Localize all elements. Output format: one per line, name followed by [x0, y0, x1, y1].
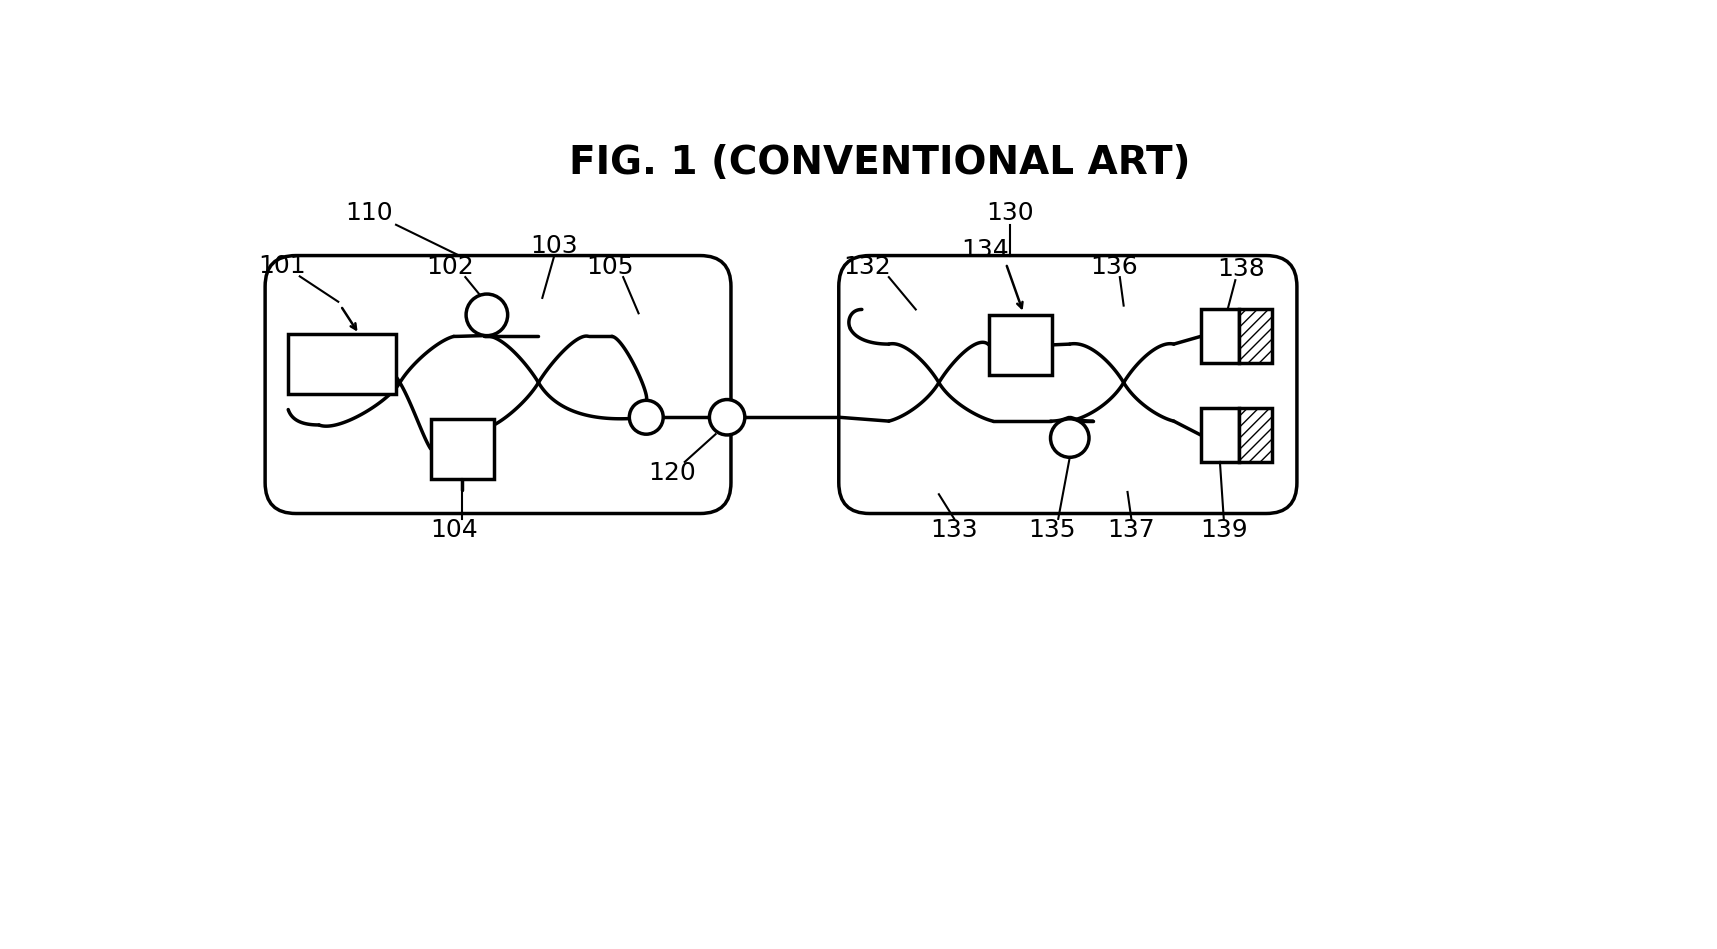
Text: 135: 135: [1028, 518, 1077, 543]
Bar: [1240, 309, 1272, 363]
Text: 104: 104: [429, 518, 477, 543]
Text: 102: 102: [426, 255, 474, 279]
Text: 138: 138: [1217, 256, 1265, 281]
Text: 139: 139: [1200, 518, 1248, 543]
Circle shape: [465, 294, 508, 336]
Text: 110: 110: [345, 201, 393, 225]
Circle shape: [630, 400, 663, 435]
Text: 105: 105: [585, 255, 634, 279]
Bar: [431, 419, 494, 479]
Text: 120: 120: [647, 461, 695, 486]
Text: 103: 103: [531, 233, 577, 257]
Bar: [1200, 408, 1240, 462]
Bar: [1200, 309, 1240, 363]
Circle shape: [1051, 419, 1089, 457]
FancyBboxPatch shape: [840, 255, 1296, 513]
Bar: [1240, 408, 1272, 462]
Text: 136: 136: [1090, 255, 1138, 279]
Text: 101: 101: [258, 253, 306, 277]
Bar: [989, 315, 1053, 375]
Text: 133: 133: [931, 518, 979, 543]
FancyBboxPatch shape: [264, 255, 731, 513]
Text: FIG. 1 (CONVENTIONAL ART): FIG. 1 (CONVENTIONAL ART): [570, 144, 1190, 182]
Text: 130: 130: [987, 201, 1034, 225]
Bar: [288, 334, 397, 394]
Text: 132: 132: [843, 255, 891, 279]
Text: 134: 134: [962, 238, 1010, 262]
Text: 137: 137: [1107, 518, 1156, 543]
Circle shape: [709, 400, 745, 435]
